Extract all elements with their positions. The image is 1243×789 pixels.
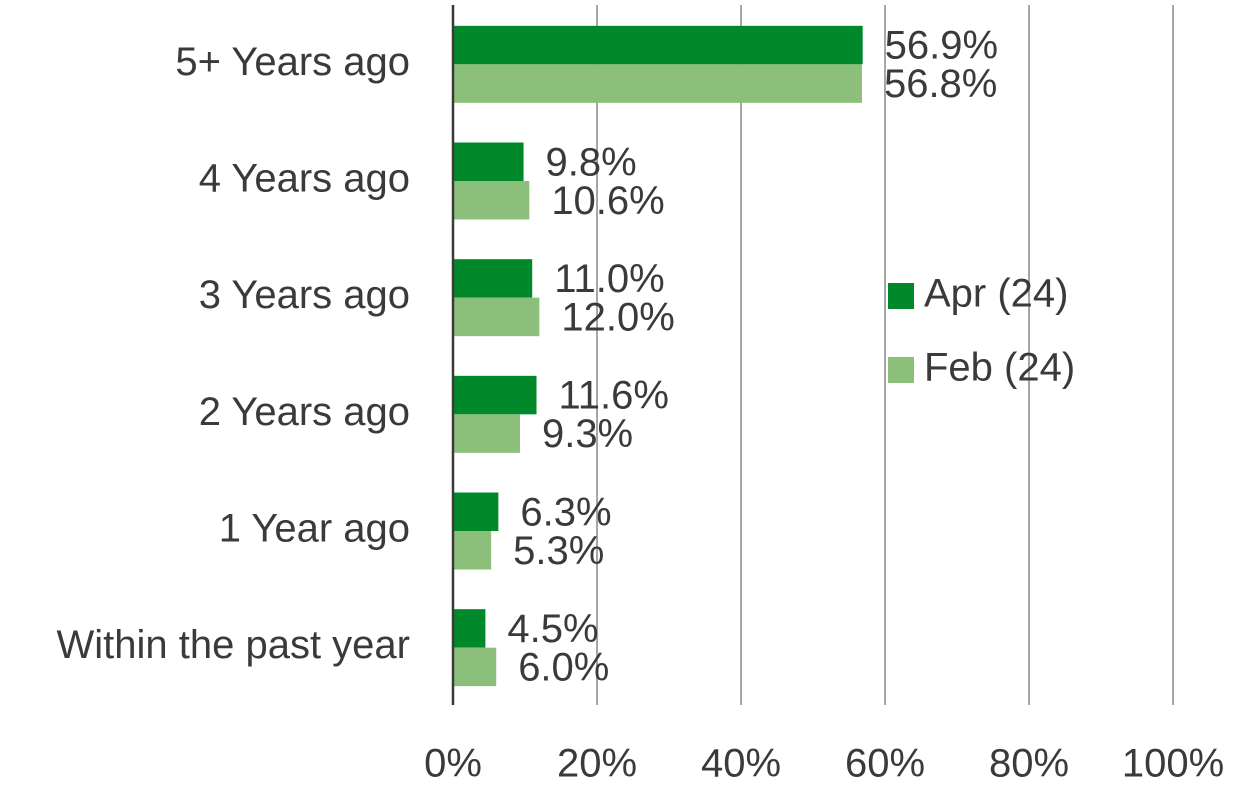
x-tick-label: 20%: [557, 742, 637, 786]
data-label: 56.8%: [884, 62, 997, 106]
y-tick-label: 3 Years ago: [199, 273, 410, 317]
legend-swatch: [888, 283, 914, 309]
legend-label: Feb (24): [924, 346, 1075, 390]
x-tick-label: 100%: [1122, 742, 1224, 786]
data-label: 11.6%: [559, 374, 669, 418]
x-tick-label: 0%: [424, 742, 482, 786]
data-label: 6.3%: [520, 490, 611, 534]
data-label: 12.0%: [561, 295, 674, 339]
y-tick-label: 4 Years ago: [199, 157, 410, 201]
bar: [453, 414, 520, 453]
y-tick-label: Within the past year: [57, 623, 411, 667]
data-label: 4.5%: [507, 607, 598, 651]
y-tick-label: 5+ Years ago: [175, 40, 410, 84]
bar: [453, 375, 537, 415]
legend-swatch: [888, 357, 914, 383]
data-label: 56.9%: [885, 24, 998, 68]
data-label: 9.3%: [542, 412, 633, 456]
data-label: 10.6%: [551, 179, 664, 223]
x-tick-label: 80%: [989, 742, 1069, 786]
y-tick-label: 1 Year ago: [219, 507, 410, 551]
legend-label: Apr (24): [924, 272, 1069, 316]
bar: [453, 609, 486, 648]
bar: [453, 142, 524, 181]
bar: [453, 64, 862, 103]
bar: [453, 531, 492, 570]
bar: [453, 492, 499, 531]
data-label: 5.3%: [513, 529, 604, 573]
bar: [453, 259, 533, 298]
bar: [453, 25, 863, 65]
bar: [453, 181, 530, 220]
x-tick-label: 60%: [845, 742, 925, 786]
data-label: 6.0%: [518, 645, 609, 689]
data-label: 9.8%: [546, 140, 637, 184]
data-label: 11.0%: [554, 257, 664, 301]
bar: [453, 297, 540, 337]
y-tick-label: 2 Years ago: [199, 390, 410, 434]
x-tick-label: 40%: [701, 742, 781, 786]
bar: [453, 647, 497, 687]
